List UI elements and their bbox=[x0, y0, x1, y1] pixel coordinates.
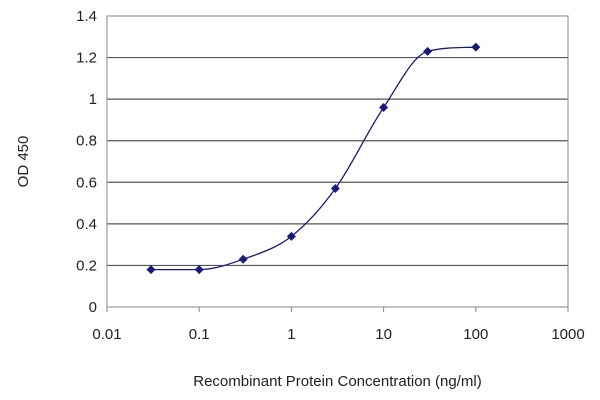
data-point-marker bbox=[471, 42, 481, 52]
data-point-marker bbox=[194, 265, 204, 275]
fitted-curve bbox=[150, 46, 476, 271]
y-tick-label: 1.2 bbox=[76, 50, 97, 67]
plot-area-frame bbox=[106, 15, 569, 308]
y-tick-label: 1.4 bbox=[76, 8, 97, 25]
y-tick-label: 0.2 bbox=[76, 257, 97, 274]
y-tick-label: 0 bbox=[89, 299, 97, 316]
x-axis-tick-labels: 0.01 0.1 1 10 100 1000 bbox=[92, 326, 584, 343]
data-point-marker bbox=[330, 184, 340, 194]
x-tick-label: 10 bbox=[375, 326, 392, 343]
y-tick-label: 0.4 bbox=[76, 216, 97, 233]
data-point-marker bbox=[146, 265, 156, 275]
x-tick-label: 0.01 bbox=[92, 326, 121, 343]
data-point-marker bbox=[238, 254, 248, 264]
y-axis-label: OD 450 bbox=[15, 136, 32, 188]
data-points bbox=[146, 42, 481, 275]
y-axis-tick-labels: 0 0.2 0.4 0.6 0.8 1 1.2 1.4 bbox=[76, 8, 97, 316]
x-tick-label: 0.1 bbox=[189, 326, 210, 343]
x-tick-label: 100 bbox=[463, 326, 488, 343]
x-axis-label: Recombinant Protein Concentration (ng/ml… bbox=[193, 373, 481, 390]
y-tick-label: 0.8 bbox=[76, 133, 97, 150]
x-tick-label: 1 bbox=[287, 326, 295, 343]
y-tick-label: 0.6 bbox=[76, 174, 97, 191]
x-axis-ticks bbox=[106, 307, 569, 312]
data-point-marker bbox=[379, 102, 389, 112]
data-point-marker bbox=[286, 231, 296, 241]
grid-lines bbox=[107, 56, 568, 267]
y-tick-label: 1 bbox=[89, 91, 97, 108]
x-tick-label: 1000 bbox=[551, 326, 584, 343]
data-point-marker bbox=[423, 46, 433, 56]
